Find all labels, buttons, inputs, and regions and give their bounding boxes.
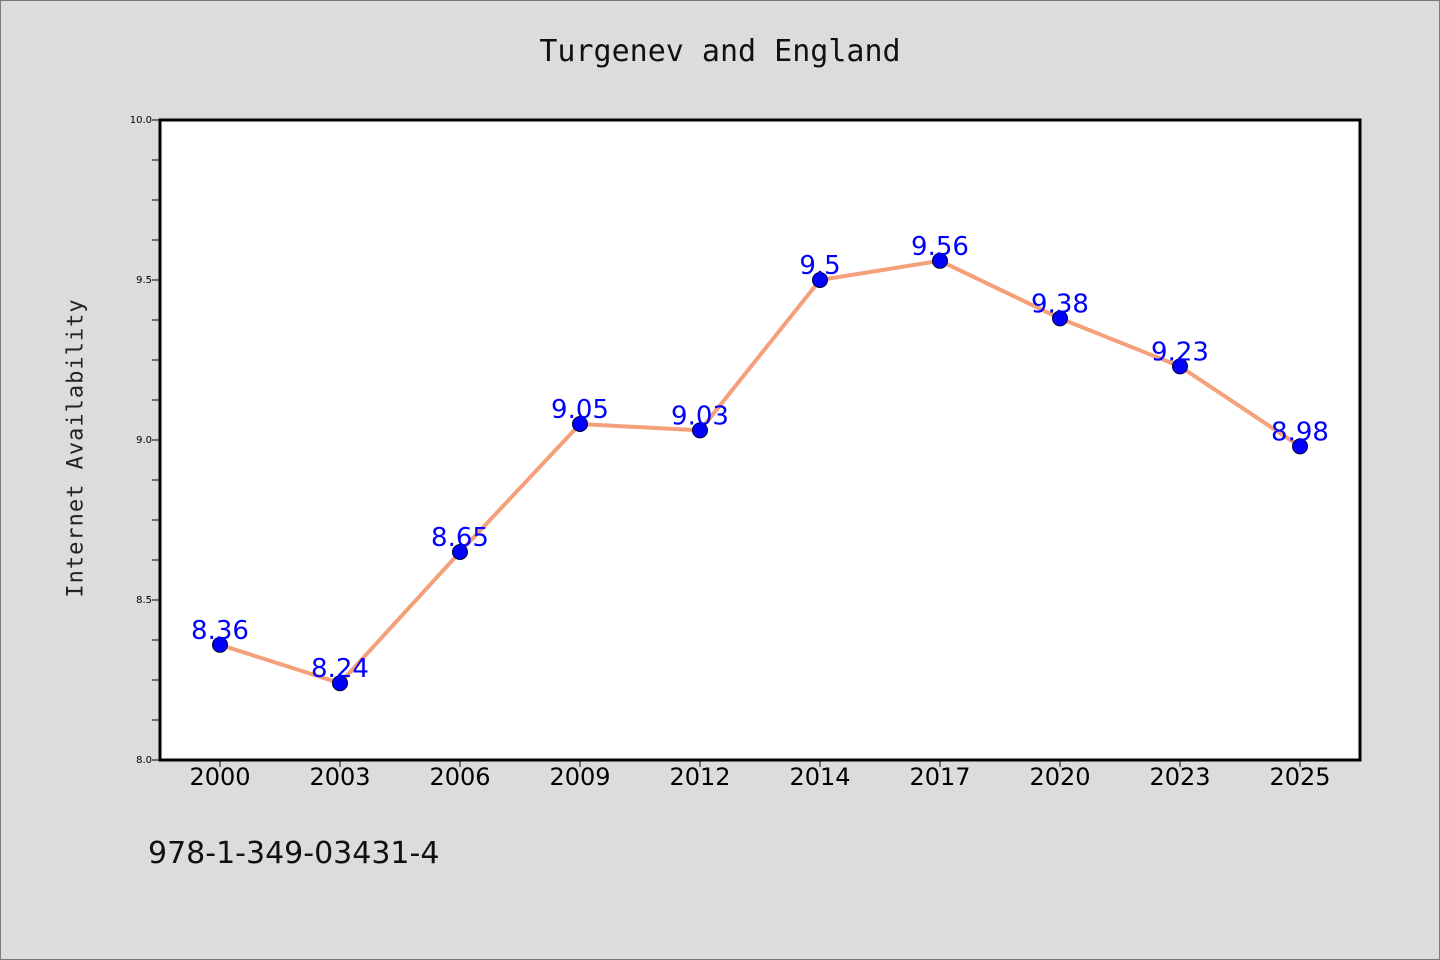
data-label: 8.98 [1271,417,1329,447]
y-tick-label: 9.5 [136,275,152,286]
y-tick-label: 9.0 [136,435,152,446]
x-tick-label: 2017 [909,763,970,791]
x-tick-label: 2006 [429,763,490,791]
x-tick-label: 2012 [669,763,730,791]
data-label: 9.38 [1031,289,1089,319]
data-point [332,675,348,692]
x-tick-label: 2003 [309,763,370,791]
data-label: 8.36 [191,616,249,646]
data-point [212,636,228,653]
data-point [572,416,588,432]
data-point [812,272,828,288]
data-point [452,544,468,560]
data-label: 9.03 [671,401,729,431]
data-label: 9.05 [551,395,609,425]
data-label: 8.65 [431,523,489,553]
x-tick-label: 2020 [1029,763,1090,791]
y-tick-label: 10.0 [130,115,152,126]
data-point [1052,310,1068,327]
x-tick-label: 2023 [1149,763,1210,791]
data-label: 9.56 [911,232,969,262]
data-label: 8.24 [311,654,369,684]
series-line [218,258,1302,686]
plot-area [158,118,1362,762]
x-tick-label: 2009 [549,763,610,791]
y-tick-label: 8.5 [136,595,152,606]
data-point [1172,358,1188,375]
x-tick-label: 2014 [789,763,850,791]
x-tick-label: 2000 [189,763,250,791]
chart-title: Turgenev and England [539,34,901,69]
y-tick-label: 8.0 [136,755,152,766]
data-point [1292,438,1308,455]
isbn-text: 978-1-349-03431-4 [148,836,440,871]
data-point [692,422,708,439]
data-label: 9.23 [1151,337,1209,367]
data-label: 9.5 [799,251,840,281]
data-point [932,252,948,269]
x-tick-label: 2025 [1269,763,1330,791]
